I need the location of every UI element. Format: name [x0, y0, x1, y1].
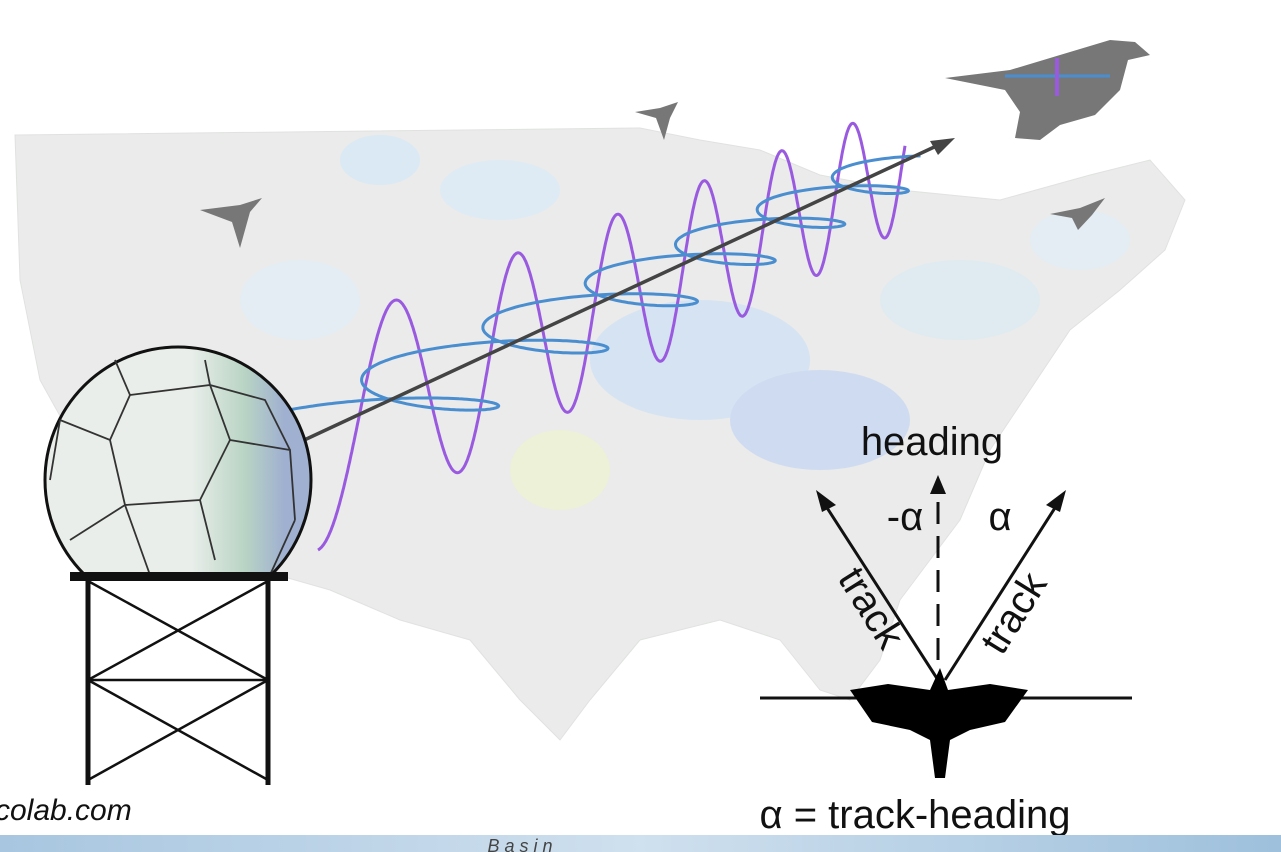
bottom-strip [0, 835, 1281, 852]
radar [45, 347, 311, 785]
watermark: colab.com [0, 794, 132, 827]
arrowhead [930, 138, 955, 155]
basin-label: B a s i n [487, 836, 552, 852]
neg-alpha-label: -α [887, 495, 923, 539]
page: {"diagram": {"heading": "heading", "neg_… [0, 0, 1281, 852]
formula-label: α = track-heading [759, 793, 1070, 837]
heading-label: heading [861, 420, 1003, 464]
bird-silhouette [850, 668, 1028, 778]
track-right-label: track [972, 564, 1056, 662]
alpha-label: α [988, 495, 1011, 539]
illustration: heading -α α track track α = track-headi… [0, 0, 1281, 852]
